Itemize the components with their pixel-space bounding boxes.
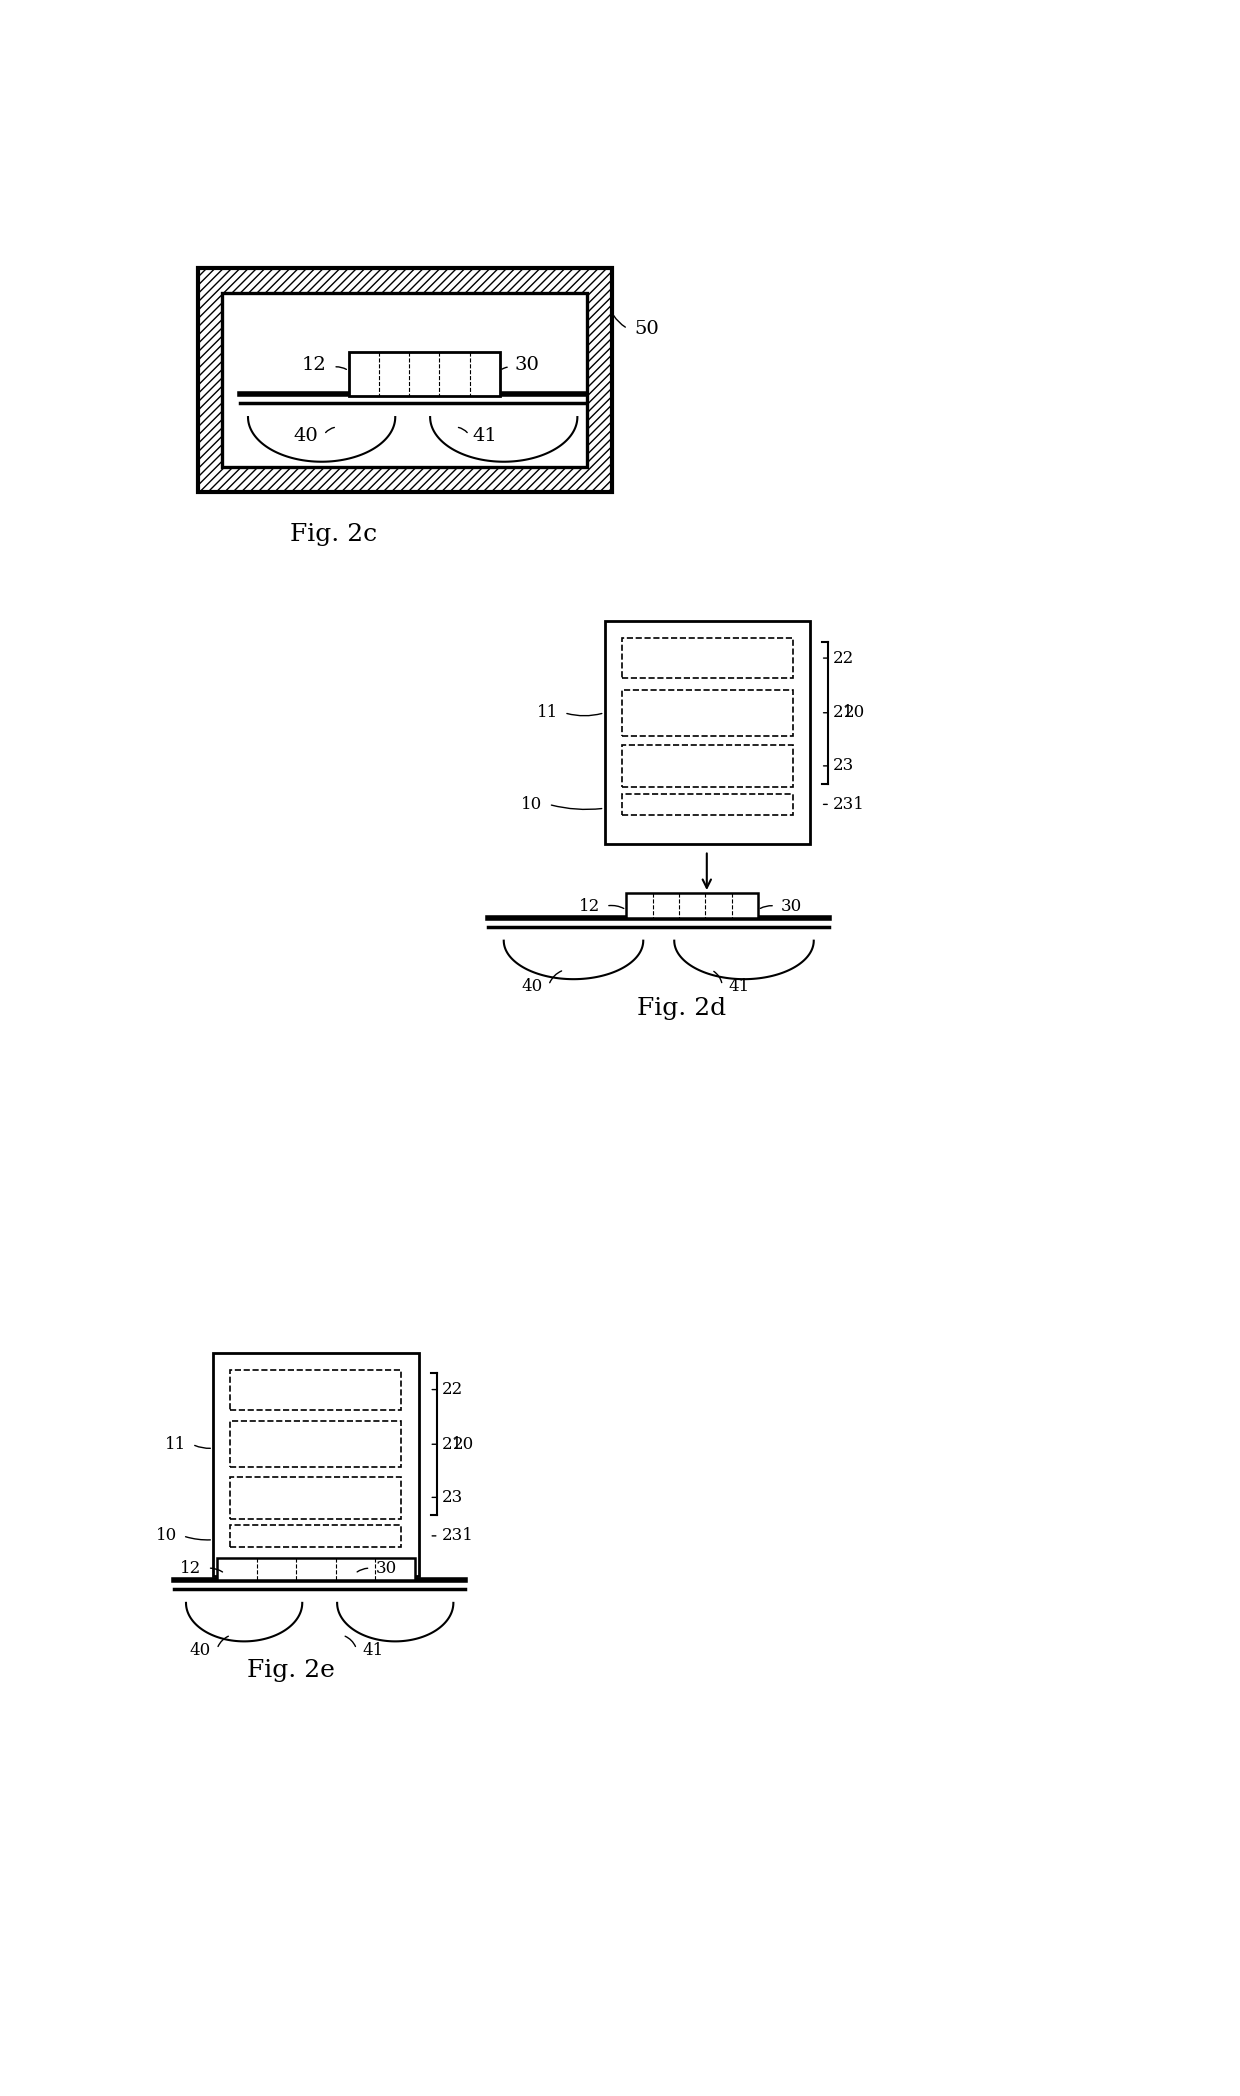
Text: 21: 21 — [441, 1436, 463, 1453]
Bar — [197, 268, 613, 493]
Text: 20: 20 — [844, 704, 866, 721]
Text: 41: 41 — [363, 1641, 384, 1660]
Text: 20: 20 — [453, 1436, 474, 1453]
Bar — [621, 637, 792, 679]
Bar — [222, 293, 588, 467]
Text: 40: 40 — [521, 979, 543, 996]
Text: 41: 41 — [729, 979, 750, 996]
Bar — [626, 893, 758, 918]
Text: 22: 22 — [441, 1381, 463, 1398]
Text: 22: 22 — [833, 650, 854, 667]
Text: 40: 40 — [190, 1641, 211, 1660]
Text: 23: 23 — [833, 757, 854, 773]
Text: 11: 11 — [537, 704, 558, 721]
Text: 30: 30 — [515, 356, 539, 375]
Text: Fig. 2c: Fig. 2c — [290, 524, 377, 547]
Bar — [621, 744, 792, 788]
Bar — [231, 1476, 402, 1520]
Text: 10: 10 — [521, 796, 543, 813]
Text: 231: 231 — [833, 796, 866, 813]
Bar — [231, 1421, 402, 1467]
Text: 11: 11 — [165, 1436, 186, 1453]
Text: 30: 30 — [781, 897, 802, 914]
Text: Fig. 2d: Fig. 2d — [637, 998, 727, 1021]
Text: 12: 12 — [579, 897, 600, 914]
Bar — [231, 1526, 402, 1547]
Text: 40: 40 — [294, 428, 319, 444]
Bar — [222, 293, 588, 467]
Bar — [621, 690, 792, 736]
Text: 41: 41 — [472, 428, 497, 444]
Text: Fig. 2e: Fig. 2e — [247, 1660, 335, 1683]
Text: 231: 231 — [441, 1528, 474, 1545]
Bar — [231, 1369, 402, 1411]
Text: 30: 30 — [376, 1559, 397, 1576]
Text: 12: 12 — [301, 356, 326, 375]
Text: 10: 10 — [155, 1528, 176, 1545]
Bar — [213, 1352, 419, 1576]
Bar — [605, 620, 810, 845]
Text: 12: 12 — [180, 1559, 201, 1576]
Bar — [348, 352, 500, 396]
Text: 50: 50 — [634, 319, 658, 337]
Bar — [621, 794, 792, 815]
Text: 23: 23 — [441, 1488, 463, 1505]
Bar — [217, 1557, 414, 1580]
Text: 21: 21 — [833, 704, 854, 721]
